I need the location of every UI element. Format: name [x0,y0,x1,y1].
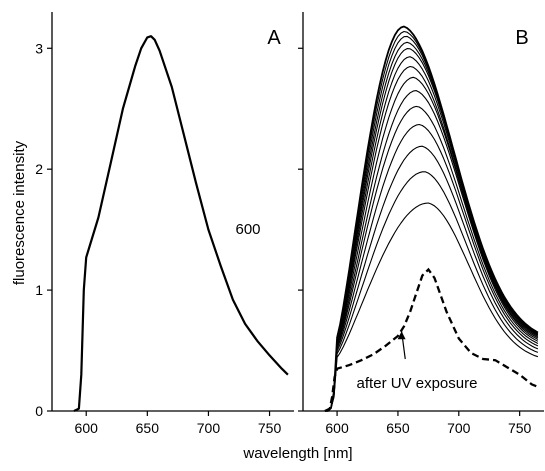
annotation-arrowhead [397,331,406,340]
x-tick-label: 650 [136,420,160,436]
spectrum-line [324,90,539,412]
y-axis-title: fluorescence intensity [11,140,28,285]
annotation-label: 600 [235,221,260,238]
y-tick-label: 0 [35,403,43,419]
panel-letter: A [267,27,281,49]
spectrum-line [324,56,539,412]
x-tick-label: 700 [197,420,221,436]
panel-letter: B [515,27,528,49]
spectrum-line [324,48,539,412]
y-tick-label: 3 [35,40,43,56]
spectrum-line [324,171,539,412]
spectrum-line [324,105,539,412]
x-tick-label: 750 [258,420,282,436]
spectrum-line [324,123,539,412]
series-line [73,35,289,412]
annotation-label: after UV exposure [357,375,478,392]
panel-a: 0 1 2 3 600 650 700 750 A 600 [35,12,294,436]
x-tick-label: 750 [508,420,532,436]
spectrum-line [324,76,539,412]
spectrum-line [324,202,539,412]
x-axis-title: wavelength [nm] [242,445,352,462]
x-tick-label: 600 [75,420,99,436]
spectrum-line [324,145,539,412]
x-tick-label: 650 [386,420,410,436]
x-tick-label: 700 [447,420,471,436]
x-tick-label: 600 [325,420,349,436]
y-tick-label: 2 [35,161,43,177]
y-tick-label: 1 [35,282,43,298]
spectrum-line [324,65,539,412]
uv-exposure-line [324,267,539,413]
